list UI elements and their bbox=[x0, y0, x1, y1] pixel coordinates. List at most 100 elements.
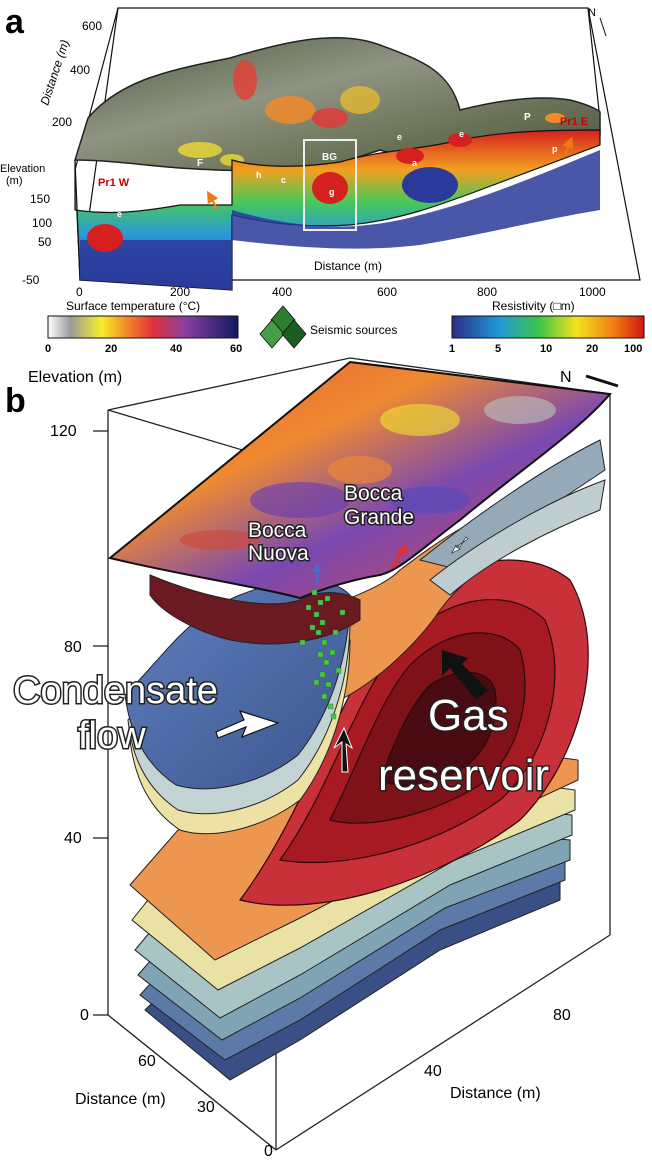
panel-a-y-label: Distance (m) bbox=[38, 38, 72, 107]
panel-a-north-arrow bbox=[599, 17, 607, 37]
gas-label-1: Gas bbox=[428, 691, 509, 740]
res-tick-1: 1 bbox=[449, 343, 455, 355]
temp-colorbar bbox=[47, 315, 239, 339]
bocca-nuova-2: Nuova bbox=[248, 542, 309, 565]
temp-tick-0: 0 bbox=[45, 343, 51, 355]
anomaly-e-left bbox=[87, 224, 123, 252]
res-colorbar bbox=[451, 315, 645, 339]
panel-a-x-ticks: 0 200 400 600 800 1000 bbox=[76, 285, 606, 299]
xtick-0: 0 bbox=[76, 285, 83, 299]
ztick-120: 120 bbox=[50, 423, 77, 440]
label-p: p bbox=[552, 144, 558, 154]
panel-a-elev-100: 100 bbox=[32, 216, 52, 230]
res-colorbar-title: Resistivity (□m) bbox=[492, 299, 575, 313]
section-deep-body bbox=[80, 240, 232, 290]
colorbar-row: Surface temperature (°C) 0 20 40 60 Seis… bbox=[45, 299, 645, 355]
xtick-800: 800 bbox=[477, 285, 497, 299]
panel-a: a Pr1 W Pr bbox=[0, 3, 641, 299]
small-up-arrow bbox=[333, 726, 354, 773]
temp-tick-40: 40 bbox=[170, 343, 182, 355]
label-a1: a bbox=[208, 178, 214, 188]
label-e2: e bbox=[397, 132, 402, 142]
panel-b-right-axis: 40 80 Distance (m) bbox=[424, 1007, 571, 1102]
panel-a-elev-150: 150 bbox=[30, 192, 50, 206]
temp-tick-20: 20 bbox=[105, 343, 117, 355]
res-tick-20: 20 bbox=[586, 343, 598, 355]
panel-a-ytick-600: 600 bbox=[82, 19, 102, 33]
seismic-label: Seismic sources bbox=[310, 323, 397, 337]
section-right-deep bbox=[232, 150, 600, 249]
label-e1: e bbox=[117, 209, 122, 219]
temp-colorbar-title: Surface temperature (°C) bbox=[66, 299, 200, 313]
panel-a-ytick-400: 400 bbox=[70, 63, 90, 77]
xtick-200: 200 bbox=[170, 285, 190, 299]
label-a2: a bbox=[412, 158, 418, 168]
label-P: P bbox=[524, 112, 531, 123]
res-tick-10: 10 bbox=[540, 343, 552, 355]
left-axis-label: Distance (m) bbox=[75, 1091, 166, 1108]
vent-shell bbox=[149, 574, 361, 645]
label-c: c bbox=[281, 175, 286, 185]
panel-a-north: N bbox=[588, 7, 596, 19]
label-h: h bbox=[256, 170, 262, 180]
top-surface-patches bbox=[180, 396, 556, 550]
red-vent-arrowhead bbox=[396, 544, 408, 554]
thermal-anomalies bbox=[178, 60, 565, 166]
panel-a-elev-label-2: (m) bbox=[6, 175, 23, 187]
label-pr1w: Pr1 W bbox=[98, 177, 130, 189]
panel-b-north: N bbox=[560, 369, 572, 386]
seismic-diamond-icon bbox=[259, 305, 307, 349]
ztick-80: 80 bbox=[64, 639, 82, 656]
left-tick-0: 0 bbox=[264, 1143, 273, 1159]
label-F: F bbox=[197, 158, 203, 169]
bg-box bbox=[303, 139, 357, 231]
blue-vent-arrowhead bbox=[311, 564, 323, 572]
panel-b-letter: b bbox=[5, 382, 26, 420]
anomaly-e-right bbox=[448, 133, 472, 147]
panel-b-left-axis: 60 30 0 Distance (m) bbox=[75, 1053, 273, 1160]
panel-b-north-arrow bbox=[585, 374, 619, 388]
right-tick-40: 40 bbox=[424, 1063, 442, 1080]
bocca-nuova-1: Bocca bbox=[248, 519, 307, 542]
condensate-label-1: Condensate bbox=[13, 670, 218, 712]
panel-a-ytick-200: 200 bbox=[52, 115, 72, 129]
anomaly-a-mid bbox=[402, 167, 458, 203]
xtick-1000: 1000 bbox=[579, 285, 606, 299]
seismic-sources bbox=[299, 589, 346, 720]
gas-label-2: reservoir bbox=[378, 751, 549, 800]
anomaly-e-mid bbox=[396, 148, 424, 164]
res-tick-100: 100 bbox=[624, 343, 642, 355]
ztick-40: 40 bbox=[64, 830, 82, 847]
temp-tick-60: 60 bbox=[230, 343, 242, 355]
panel-b-elevation-label: Elevation (m) bbox=[28, 369, 122, 386]
res-tick-5: 5 bbox=[495, 343, 501, 355]
label-pr1e: Pr1 E bbox=[560, 116, 588, 128]
left-tick-60: 60 bbox=[138, 1053, 156, 1070]
panel-a-elev-neg50: -50 bbox=[22, 273, 40, 287]
panel-b: Elevation (m) b N bbox=[5, 357, 619, 1160]
bocca-grande-1: Bocca bbox=[344, 482, 403, 505]
panel-a-elev-label-1: Elevation bbox=[0, 163, 45, 175]
panel-b-z-ticks: 120 80 40 0 bbox=[50, 423, 108, 1024]
right-tick-80: 80 bbox=[553, 1007, 571, 1024]
condensate-flow-arrow bbox=[215, 710, 280, 739]
white-small-arrow bbox=[451, 536, 469, 554]
anomaly-g bbox=[312, 172, 348, 204]
left-tick-30: 30 bbox=[197, 1099, 215, 1116]
label-g: g bbox=[329, 187, 335, 197]
label-BG: BG bbox=[322, 152, 337, 163]
xtick-600: 600 bbox=[377, 285, 397, 299]
panel-a-letter: a bbox=[5, 3, 25, 41]
panel-a-elev-50: 50 bbox=[38, 235, 52, 249]
gas-flow-arrow bbox=[442, 650, 488, 700]
flow-arrow-a bbox=[207, 190, 219, 211]
right-axis-label: Distance (m) bbox=[450, 1085, 541, 1102]
panel-a-x-label: Distance (m) bbox=[314, 259, 382, 273]
bocca-grande-2: Grande bbox=[344, 506, 414, 529]
xtick-400: 400 bbox=[272, 285, 292, 299]
panel-b-box bbox=[107, 357, 611, 1151]
label-e3: e bbox=[459, 129, 464, 139]
flow-arrow-p bbox=[562, 136, 574, 156]
ztick-0: 0 bbox=[80, 1007, 89, 1024]
